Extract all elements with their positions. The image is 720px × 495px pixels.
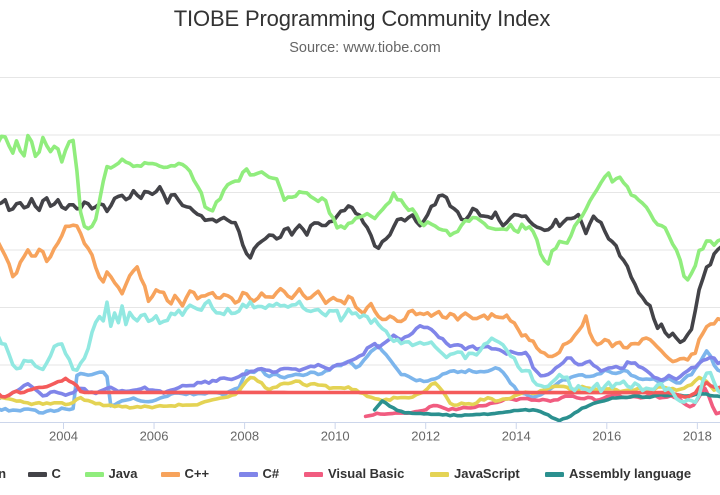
svg-text:2012: 2012 — [411, 429, 440, 444]
svg-text:2004: 2004 — [49, 429, 78, 444]
svg-text:2008: 2008 — [230, 429, 259, 444]
svg-text:2006: 2006 — [140, 429, 169, 444]
svg-text:2010: 2010 — [321, 429, 350, 444]
svg-text:2014: 2014 — [502, 429, 531, 444]
svg-text:2018: 2018 — [683, 429, 712, 444]
svg-text:2016: 2016 — [592, 429, 621, 444]
